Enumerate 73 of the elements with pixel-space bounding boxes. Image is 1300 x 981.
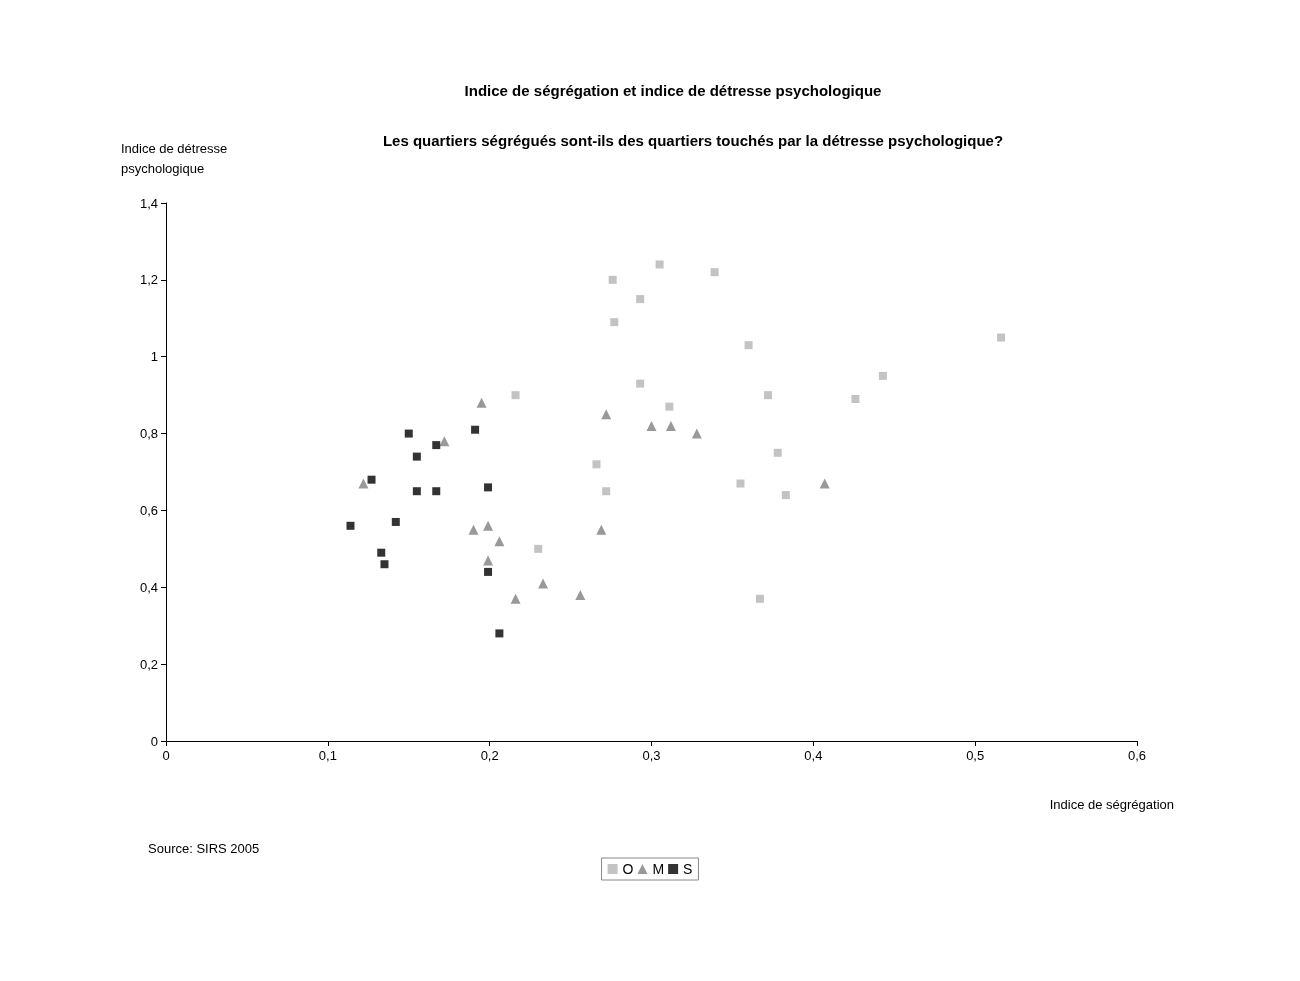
legend-label: O xyxy=(622,861,634,877)
point xyxy=(358,478,369,489)
point xyxy=(602,487,611,496)
point xyxy=(367,475,376,484)
y-tick-label: 0,8 xyxy=(139,426,158,442)
point xyxy=(819,478,830,489)
point xyxy=(346,521,355,530)
point xyxy=(665,402,674,411)
point xyxy=(636,295,645,304)
point xyxy=(601,409,612,420)
x-tick-label: 0,5 xyxy=(966,748,985,763)
point xyxy=(538,578,549,589)
point xyxy=(592,460,601,469)
point xyxy=(380,560,389,569)
point xyxy=(412,487,421,496)
point xyxy=(596,524,607,535)
point xyxy=(471,425,480,434)
point xyxy=(484,567,493,576)
point xyxy=(391,517,400,526)
point xyxy=(781,491,790,500)
point xyxy=(534,544,543,553)
point xyxy=(636,379,645,388)
point xyxy=(764,391,773,400)
y-tick-label: 0,6 xyxy=(139,502,158,518)
point xyxy=(484,483,493,492)
y-axis-title: Indice de détresse psychologique xyxy=(121,140,231,176)
point xyxy=(646,420,657,431)
point xyxy=(439,436,450,447)
point xyxy=(432,441,441,450)
point xyxy=(510,593,521,604)
chart-title: Indice de ségrégation et indice de détresse psychologique xyxy=(464,82,882,99)
point xyxy=(432,487,441,496)
point xyxy=(404,429,413,438)
y-tick-label: 0 xyxy=(150,733,158,749)
y-tick-label: 0,4 xyxy=(139,579,158,595)
point xyxy=(655,260,664,269)
x-tick-label: 0,2 xyxy=(480,748,499,763)
x-tick-label: 0,3 xyxy=(642,748,661,763)
point xyxy=(468,524,479,535)
point xyxy=(773,448,782,457)
y-tick-label: 1,4 xyxy=(139,195,158,211)
point xyxy=(710,268,719,277)
point xyxy=(755,594,764,603)
y-tick-label: 0,2 xyxy=(139,656,158,672)
point xyxy=(851,394,860,403)
point xyxy=(736,479,745,488)
legend-label: S xyxy=(683,861,693,877)
point xyxy=(665,420,676,431)
point xyxy=(691,428,702,439)
x-axis-title: Indice de ségrégation xyxy=(1049,797,1174,812)
point xyxy=(483,555,494,566)
point xyxy=(476,397,487,408)
point xyxy=(610,318,619,327)
point xyxy=(608,275,617,284)
x-tick-label: 0,1 xyxy=(318,748,337,763)
point xyxy=(495,629,504,638)
point xyxy=(744,341,753,350)
point xyxy=(997,333,1006,342)
x-tick-label: 0,4 xyxy=(804,748,823,763)
chart-subtitle: Les quartiers ségrégués sont-ils des quartiers touchés par la détresse psychologique? xyxy=(382,132,1004,149)
point xyxy=(483,520,494,531)
x-tick-label: 0 xyxy=(162,748,170,763)
y-tick-label: 1 xyxy=(150,349,158,365)
point xyxy=(377,548,386,557)
point xyxy=(878,371,887,380)
point xyxy=(575,589,586,600)
point xyxy=(494,536,505,547)
point xyxy=(511,391,520,400)
x-tick-label: 0,6 xyxy=(1127,748,1147,763)
source-note: Source: SIRS 2005 xyxy=(148,841,260,856)
y-tick-label: 1,2 xyxy=(139,272,158,288)
legend-label: M xyxy=(652,861,665,877)
point xyxy=(412,452,421,461)
